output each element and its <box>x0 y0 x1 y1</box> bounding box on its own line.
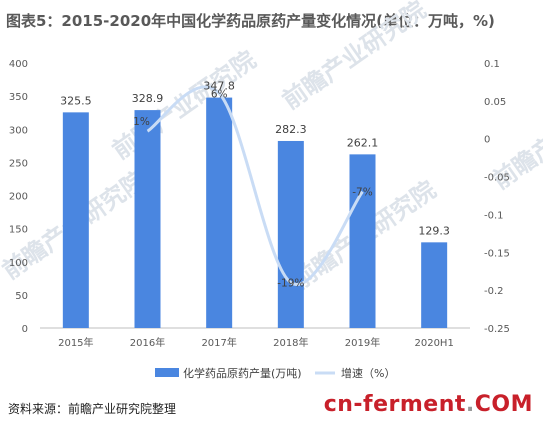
line-series <box>146 85 364 286</box>
line-data-label-1: 1% <box>133 116 150 128</box>
x-tick-label-1: 2016年 <box>130 336 165 349</box>
legend-label-bar: 化学药品原药产量(万吨) <box>183 366 302 380</box>
brand-tld: COM <box>474 392 533 417</box>
y-left-tick-label-4: 200 <box>9 192 28 203</box>
legend: 化学药品原药产量(万吨) 增速（%） <box>155 366 395 380</box>
bar-0 <box>62 112 89 328</box>
x-tick-label-4: 2019年 <box>345 336 380 349</box>
source-note: 资料来源：前瞻产业研究院整理 <box>8 402 177 416</box>
bar-1 <box>134 110 161 328</box>
chart-title: 图表5：2015-2020年中国化学药品原药产量变化情况(单位：万吨，%) <box>6 12 495 30</box>
y-right-tick-label-1: -0.2 <box>484 286 504 297</box>
bar-series <box>62 97 448 329</box>
brand-logo: cn-ferment.COM <box>324 392 533 417</box>
x-tick-label-0: 2015年 <box>58 336 93 349</box>
bar-data-label-5: 129.3 <box>418 224 450 237</box>
data-labels: 325.5 328.9 347.8 282.3 262.1 129.3 1% 6% -19% -7… <box>60 80 450 290</box>
bar-3 <box>277 140 304 328</box>
legend-label-line: 增速（%） <box>341 366 395 380</box>
bar-4 <box>349 154 376 328</box>
y-left-tick-label-1: 50 <box>15 291 28 302</box>
watermark-text-0: 前瞻产业研究院 <box>107 46 261 165</box>
y-left-tick-label-8: 400 <box>9 59 28 70</box>
bar-2 <box>206 97 233 329</box>
y-right-tick-label-4: -0.05 <box>484 173 510 184</box>
line-data-label-3: -19% <box>277 278 304 290</box>
brand-name: cn-ferment <box>323 392 466 417</box>
bar-data-label-0: 325.5 <box>60 94 92 107</box>
y-right-tick-label-7: 0.1 <box>484 59 500 70</box>
bar-5 <box>421 242 448 328</box>
bar-data-label-1: 328.9 <box>132 92 164 105</box>
legend-swatch-bar <box>155 368 179 377</box>
y-right-tick-label-5: 0 <box>484 135 490 146</box>
growth-line <box>146 85 364 286</box>
bar-data-label-3: 282.3 <box>275 123 307 136</box>
brand-separator: . <box>465 392 475 417</box>
y-right-tick-label-3: -0.1 <box>484 210 504 221</box>
y-left-tick-label-0: 0 <box>22 324 28 335</box>
x-tick-label-3: 2018年 <box>273 336 308 349</box>
y-left-tick-label-5: 250 <box>9 158 28 169</box>
x-tick-label-2: 2017年 <box>201 336 236 349</box>
y-right-tick-label-6: 0.05 <box>484 97 506 108</box>
axes: 0 50 100 150 200 250 300 350 400 -0.25 -0.2 -0.15 -0… <box>9 59 510 349</box>
x-tick-label-5: 2020H1 <box>414 338 453 349</box>
y-right-tick-label-0: -0.25 <box>484 324 510 335</box>
y-right-tick-label-2: -0.15 <box>484 248 510 259</box>
bar-data-label-4: 262.1 <box>347 136 379 149</box>
y-left-tick-label-3: 150 <box>9 225 28 236</box>
line-data-label-4: -7% <box>352 187 372 199</box>
y-left-tick-label-7: 350 <box>9 92 28 103</box>
bar-data-label-2: 347.8 <box>203 80 235 93</box>
watermark-text-1: 前瞻产业研究院 <box>277 0 431 115</box>
line-data-label-2: 6% <box>211 88 228 100</box>
y-left-tick-label-2: 100 <box>9 258 28 269</box>
y-left-tick-label-6: 300 <box>9 125 28 136</box>
